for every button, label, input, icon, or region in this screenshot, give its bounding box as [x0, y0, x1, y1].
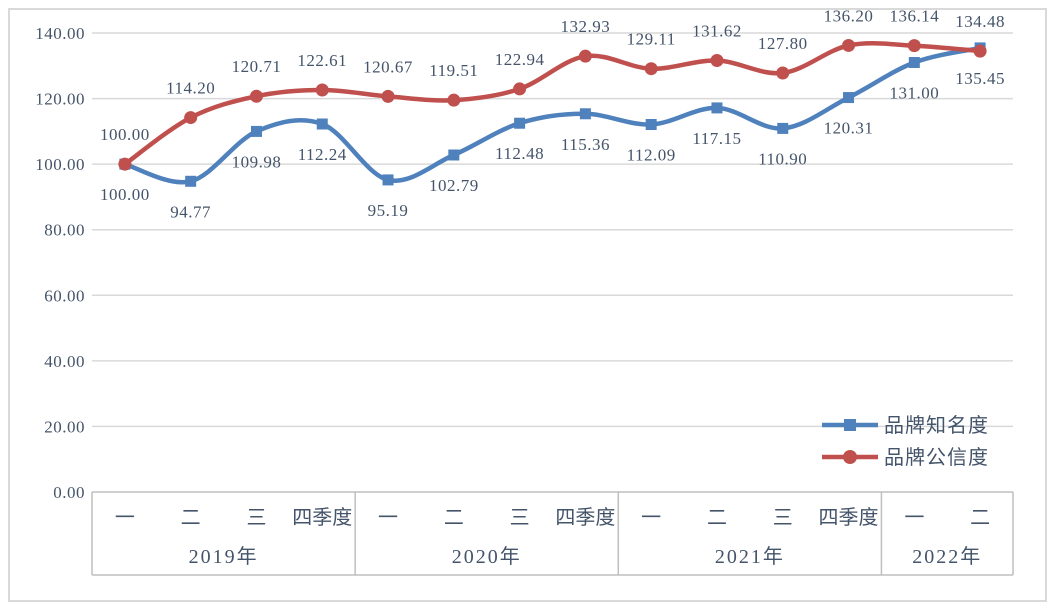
- quarter-label: 四季度: [819, 506, 879, 529]
- quarter-label: 四季度: [555, 506, 615, 529]
- y-tick-label: 80.00: [44, 221, 85, 240]
- square-marker: [843, 92, 855, 104]
- data-label: 95.19: [368, 201, 409, 220]
- data-label: 127.80: [758, 34, 808, 53]
- data-label: 100.00: [100, 125, 150, 144]
- y-tick-label: 120.00: [35, 90, 85, 109]
- square-marker: [514, 117, 526, 129]
- data-label: 122.61: [297, 51, 347, 70]
- year-label: 2022年: [912, 545, 982, 568]
- data-label: 135.45: [955, 69, 1005, 88]
- quarter-label: 一: [641, 507, 661, 529]
- data-label: 120.67: [363, 57, 413, 76]
- quarter-label: 二: [181, 507, 201, 529]
- quarter-label: 二: [970, 507, 990, 529]
- circle-marker: [776, 66, 790, 80]
- circle-marker: [447, 93, 461, 107]
- circle-marker: [381, 89, 395, 103]
- circle-marker: [249, 89, 263, 103]
- y-axis-tick-labels: 0.00 20.00 40.00 60.00 80.00 100.00 120.00 140.…: [35, 24, 85, 502]
- data-label: 122.94: [495, 50, 545, 69]
- year-label: 2021年: [715, 545, 785, 568]
- square-marker: [579, 108, 591, 120]
- y-tick-label: 0.00: [53, 483, 85, 502]
- square-marker: [448, 149, 460, 161]
- legend-item-品牌公信度: 品牌公信度: [822, 446, 989, 469]
- category-axis-table: [91, 492, 1014, 576]
- figure-border: [8, 8, 1047, 602]
- circle-marker: [118, 157, 132, 171]
- data-label: 114.20: [166, 79, 215, 98]
- square-marker: [711, 102, 723, 114]
- square-marker: [185, 175, 197, 187]
- data-label: 102.79: [429, 176, 479, 195]
- circle-marker: [578, 49, 592, 63]
- data-label: 112.48: [495, 144, 544, 163]
- quarter-label: 一: [904, 507, 924, 529]
- circle-marker: [973, 44, 987, 58]
- data-label: 136.20: [824, 6, 874, 25]
- series-品牌公信度: [118, 38, 987, 171]
- circle-marker: [710, 53, 724, 67]
- square-marker: [382, 174, 394, 186]
- data-label: 131.62: [692, 21, 742, 40]
- data-label: 112.24: [298, 145, 347, 164]
- year-labels: 2019年 2020年 2021年 2022年: [189, 545, 982, 568]
- quarter-labels: 一 二 三 四季度 一 二 三 四季度 一 二 三 四季度 一 二: [115, 506, 990, 529]
- quarter-label: 三: [773, 507, 793, 529]
- data-label: 136.14: [889, 7, 939, 26]
- data-label: 119.51: [429, 61, 478, 80]
- data-label: 120.71: [232, 57, 282, 76]
- y-tick-label: 100.00: [35, 155, 85, 174]
- quarter-label: 一: [115, 507, 135, 529]
- y-tick-label: 40.00: [44, 352, 85, 371]
- square-marker: [908, 57, 920, 69]
- y-tick-label: 20.00: [44, 417, 85, 436]
- quarter-label: 三: [246, 507, 266, 529]
- circle-marker: [842, 38, 856, 52]
- quarter-label: 二: [707, 507, 727, 529]
- data-labels-品牌知名度: 100.00 94.77 109.98 112.24 95.19 102.79 112.48…: [100, 69, 1005, 221]
- data-label: 109.98: [232, 152, 282, 171]
- legend-item-品牌知名度: 品牌知名度: [822, 414, 989, 437]
- data-labels-品牌公信度: 100.00 114.20 120.71 122.61 120.67 119.51 122.…: [100, 6, 1005, 144]
- quarter-label: 三: [510, 507, 530, 529]
- quarter-label: 二: [444, 507, 464, 529]
- quarter-label: 四季度: [292, 506, 352, 529]
- square-marker: [316, 118, 328, 130]
- data-label: 117.15: [692, 129, 741, 148]
- y-tick-label: 140.00: [35, 24, 85, 43]
- square-marker: [645, 119, 657, 131]
- legend-label: 品牌知名度: [884, 414, 989, 437]
- data-label: 131.00: [889, 84, 939, 103]
- data-label: 115.36: [561, 135, 610, 154]
- square-marker: [777, 122, 789, 134]
- year-label: 2019年: [189, 545, 259, 568]
- circle-marker: [907, 39, 921, 53]
- quarter-label: 一: [378, 507, 398, 529]
- legend-square-marker: [844, 419, 856, 431]
- data-label: 129.11: [627, 30, 676, 49]
- circle-marker: [184, 111, 198, 125]
- data-label: 112.09: [627, 146, 676, 165]
- circle-marker: [644, 62, 658, 76]
- circle-marker: [315, 83, 329, 97]
- square-marker: [250, 125, 262, 137]
- data-label: 132.93: [561, 17, 611, 36]
- circle-marker: [513, 82, 527, 96]
- year-label: 2020年: [452, 545, 522, 568]
- data-label: 120.31: [824, 119, 874, 138]
- legend-circle-marker: [843, 450, 857, 464]
- data-label: 110.90: [758, 149, 807, 168]
- data-label: 100.00: [100, 185, 150, 204]
- data-label: 94.77: [170, 202, 211, 221]
- legend-label: 品牌公信度: [884, 446, 989, 469]
- data-label: 134.48: [955, 12, 1005, 31]
- y-tick-label: 60.00: [44, 286, 85, 305]
